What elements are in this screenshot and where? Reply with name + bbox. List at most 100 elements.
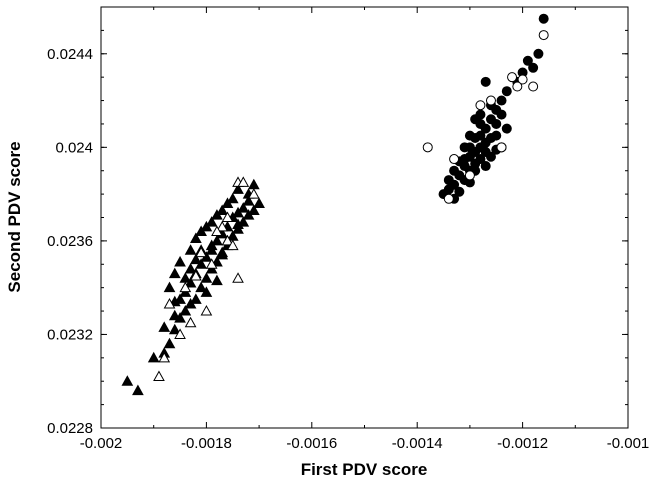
filled-triangle-point: [179, 272, 192, 283]
filled-triangle-point: [221, 197, 234, 208]
filled-triangle-point: [195, 281, 207, 293]
open-triangle-point: [216, 220, 229, 232]
x-tick-label: -0.001: [607, 435, 650, 452]
filled-circle-point: [491, 130, 502, 141]
filled-circle-point: [454, 186, 465, 197]
filled-triangle-point: [216, 204, 229, 215]
open-triangle-point: [163, 298, 176, 309]
filled-circle-point: [496, 95, 507, 106]
open-circle-point: [528, 81, 539, 92]
filled-triangle-point: [195, 225, 207, 237]
filled-triangle-point: [211, 274, 223, 286]
filled-triangle-point: [247, 204, 260, 215]
filled-circle-point: [528, 62, 539, 73]
data-points: [121, 13, 549, 396]
open-circle-point: [443, 193, 454, 204]
filled-triangle-point: [179, 305, 192, 316]
filled-triangle-point: [174, 255, 186, 267]
open-triangle-point: [179, 281, 192, 293]
filled-circle-point: [501, 123, 512, 134]
filled-circle-point: [443, 175, 454, 186]
filled-circle-point: [449, 165, 460, 176]
open-circle-point: [485, 95, 496, 106]
filled-circle-point: [485, 151, 496, 162]
filled-triangle-point: [158, 321, 171, 332]
open-triangle-point: [221, 234, 234, 246]
filled-triangle-point: [226, 192, 239, 204]
filled-triangle-point: [184, 244, 197, 255]
x-tick-label: -0.0016: [286, 435, 337, 452]
filled-triangle-point: [132, 384, 144, 396]
open-circle-point: [464, 170, 475, 181]
open-triangle-point: [247, 188, 260, 199]
open-triangle-point: [158, 351, 171, 363]
y-tick-label: 0.024: [55, 139, 93, 156]
open-triangle-point: [195, 246, 207, 258]
filled-triangle-point: [253, 197, 265, 208]
filled-triangle-point: [200, 272, 213, 283]
filled-triangle-point: [200, 286, 213, 297]
filled-triangle-point: [168, 309, 181, 321]
filled-triangle-point: [184, 262, 197, 274]
plot-frame: [100, 6, 629, 429]
filled-circle-point: [538, 13, 549, 24]
open-triangle-point: [211, 225, 223, 237]
open-circle-point: [538, 30, 549, 41]
axis-ticks: [100, 6, 629, 429]
x-tick-label: -0.0012: [497, 435, 548, 452]
open-triangle-point: [174, 328, 186, 339]
open-circle-point: [475, 100, 486, 111]
filled-triangle-point: [168, 323, 181, 335]
filled-circle-point: [522, 55, 533, 66]
open-triangle-point: [153, 370, 165, 382]
open-triangle-point: [190, 269, 202, 281]
filled-circle-point: [480, 76, 491, 87]
open-triangle-point: [232, 272, 244, 283]
open-triangle-point: [237, 176, 250, 187]
open-circle-point: [496, 142, 507, 153]
open-triangle-point: [184, 316, 197, 328]
open-circle-point: [512, 81, 523, 92]
open-triangle-point: [221, 211, 234, 222]
open-circle-point: [517, 74, 528, 85]
filled-triangle-point: [211, 234, 223, 246]
x-axis-title: First PDV score: [301, 460, 428, 479]
filled-triangle-point: [147, 351, 160, 363]
x-tick-label: -0.002: [80, 435, 123, 452]
filled-triangle-point: [237, 202, 250, 213]
filled-triangle-point: [232, 218, 244, 230]
filled-triangle-point: [168, 267, 181, 279]
y-tick-label: 0.0236: [47, 233, 93, 250]
open-triangle-point: [226, 239, 239, 251]
x-tick-label: -0.0018: [181, 435, 232, 452]
filled-triangle-point: [121, 375, 134, 386]
filled-triangle-point: [247, 178, 260, 190]
filled-circle-point: [501, 86, 512, 97]
y-tick-label: 0.0228: [47, 420, 93, 437]
filled-triangle-point: [190, 253, 202, 265]
y-axis-title: Second PDV score: [5, 141, 24, 292]
open-triangle-point: [205, 258, 218, 269]
filled-triangle-point: [190, 232, 202, 244]
filled-circle-point: [533, 48, 544, 59]
filled-circle-point: [496, 109, 507, 120]
filled-triangle-point: [163, 337, 176, 349]
y-tick-label: 0.0232: [47, 326, 93, 343]
x-tick-label: -0.0014: [392, 435, 443, 452]
filled-triangle-point: [163, 281, 176, 293]
y-tick-label: 0.0244: [47, 46, 93, 63]
open-triangle-point: [200, 305, 213, 316]
filled-circle-point: [480, 161, 491, 172]
filled-circle-point: [491, 118, 502, 129]
open-circle-point: [507, 72, 518, 83]
filled-triangle-point: [216, 246, 229, 258]
filled-circle-point: [475, 109, 486, 120]
filled-circle-point: [459, 142, 470, 153]
axis-tick-labels: -0.002 -0.0018 -0.0016 -0.0014 -0.0012 -0.001…: [47, 46, 649, 452]
open-circle-point: [422, 142, 433, 153]
filled-triangle-point: [242, 195, 255, 206]
filled-triangle-point: [232, 183, 244, 194]
filled-triangle-point: [205, 216, 218, 227]
filled-triangle-point: [190, 293, 202, 304]
